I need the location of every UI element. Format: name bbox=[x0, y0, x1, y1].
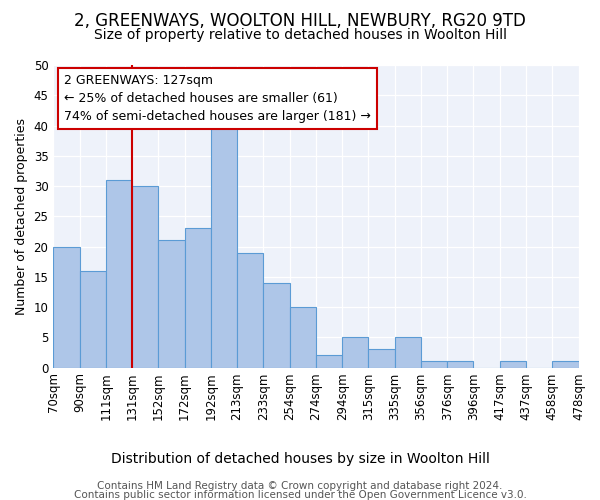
Bar bbox=[80, 270, 106, 368]
Bar bbox=[237, 252, 263, 368]
Bar bbox=[316, 356, 342, 368]
Y-axis label: Number of detached properties: Number of detached properties bbox=[15, 118, 28, 315]
Bar bbox=[106, 180, 132, 368]
Bar bbox=[53, 246, 80, 368]
Bar bbox=[185, 228, 211, 368]
Bar bbox=[447, 362, 473, 368]
Bar bbox=[552, 362, 578, 368]
Bar bbox=[290, 307, 316, 368]
Text: Contains public sector information licensed under the Open Government Licence v3: Contains public sector information licen… bbox=[74, 490, 526, 500]
Text: 2 GREENWAYS: 127sqm
← 25% of detached houses are smaller (61)
74% of semi-detach: 2 GREENWAYS: 127sqm ← 25% of detached ho… bbox=[64, 74, 371, 123]
Text: Distribution of detached houses by size in Woolton Hill: Distribution of detached houses by size … bbox=[110, 452, 490, 466]
Bar bbox=[158, 240, 185, 368]
Bar bbox=[368, 350, 395, 368]
Bar bbox=[395, 338, 421, 368]
Bar bbox=[211, 126, 237, 368]
Text: 2, GREENWAYS, WOOLTON HILL, NEWBURY, RG20 9TD: 2, GREENWAYS, WOOLTON HILL, NEWBURY, RG2… bbox=[74, 12, 526, 30]
Text: Size of property relative to detached houses in Woolton Hill: Size of property relative to detached ho… bbox=[94, 28, 506, 42]
Bar bbox=[421, 362, 447, 368]
Text: Contains HM Land Registry data © Crown copyright and database right 2024.: Contains HM Land Registry data © Crown c… bbox=[97, 481, 503, 491]
Bar bbox=[263, 283, 290, 368]
Bar bbox=[500, 362, 526, 368]
Bar bbox=[342, 338, 368, 368]
Bar bbox=[132, 186, 158, 368]
